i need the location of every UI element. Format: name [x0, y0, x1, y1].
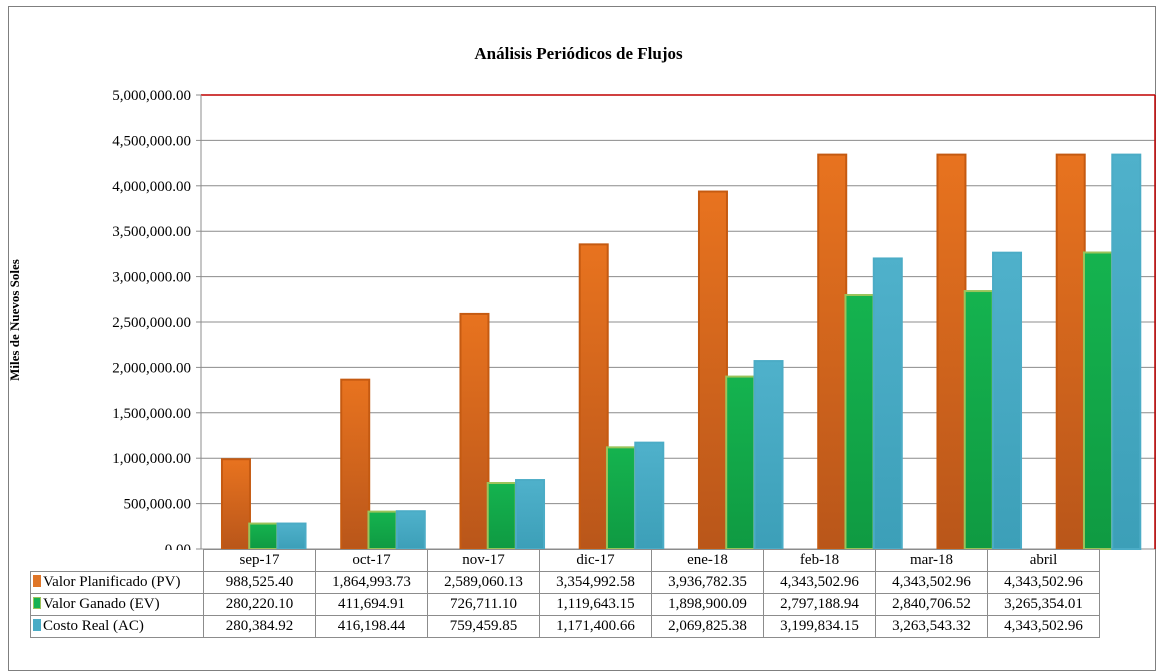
category-label: ene-18: [651, 549, 764, 572]
data-label: 3,354,992.58: [539, 571, 652, 594]
data-label: 4,343,502.96: [987, 571, 1100, 594]
category-label: sep-17: [203, 549, 316, 572]
data-label: 3,265,354.01: [987, 593, 1100, 616]
category-label: nov-17: [427, 549, 540, 572]
data-table: sep-17 oct-17 nov-17 dic-17 ene-18 feb-1…: [30, 549, 1100, 638]
data-label: 759,459.85: [427, 615, 540, 638]
data-label: 4,343,502.96: [763, 571, 876, 594]
legend-entry-ev: Valor Ganado (EV): [30, 593, 204, 616]
data-label: 1,898,900.09: [651, 593, 764, 616]
data-label: 4,343,502.96: [987, 615, 1100, 638]
bar-pv-oct-17: [340, 378, 371, 550]
data-table-row-ev: Valor Ganado (EV) 280,220.10 411,694.91 …: [30, 593, 1100, 616]
data-label: 726,711.10: [427, 593, 540, 616]
legend-label: Valor Planificado (PV): [43, 574, 181, 590]
category-label: feb-18: [763, 549, 876, 572]
bar-pv-feb-18: [817, 153, 848, 550]
data-table-corner: [30, 549, 204, 572]
bar-ev-ene-18: [725, 375, 756, 550]
bar-ev-nov-17: [486, 482, 517, 550]
bar-ac-nov-17: [515, 479, 546, 550]
bar-ac-ene-18: [753, 360, 784, 550]
bar-ev-oct-17: [367, 510, 398, 550]
legend-entry-ac: Costo Real (AC): [30, 615, 204, 638]
data-label: 416,198.44: [315, 615, 428, 638]
category-label: oct-17: [315, 549, 428, 572]
legend-key-pv: [33, 575, 41, 587]
chart-title: Análisis Periódicos de Flujos: [474, 44, 683, 63]
legend-key-ev: [33, 597, 41, 609]
bar-pv-sep-17: [220, 458, 251, 550]
bar-ac-dic-17: [634, 441, 665, 550]
data-label: 2,069,825.38: [651, 615, 764, 638]
bar-pv-dic-17: [578, 243, 609, 550]
y-tick-label: 1,000,000.00: [112, 451, 191, 467]
data-label: 1,171,400.66: [539, 615, 652, 638]
bar-ev-dic-17: [605, 446, 636, 550]
bar-ev-feb-18: [844, 294, 875, 550]
bar-ev-sep-17: [248, 522, 279, 550]
data-label: 2,797,188.94: [763, 593, 876, 616]
bar-pv-abril: [1055, 153, 1086, 550]
y-axis-ticks: 0.00 500,000.00 1,000,000.00 1,500,000.00 2,…: [112, 88, 201, 550]
bar-ac-oct-17: [395, 510, 426, 550]
y-tick-label: 5,000,000.00: [112, 88, 191, 104]
legend-label: Valor Ganado (EV): [43, 596, 160, 612]
data-label: 4,343,502.96: [875, 571, 988, 594]
data-label: 1,864,993.73: [315, 571, 428, 594]
data-label: 280,384.92: [203, 615, 316, 638]
data-label: 2,589,060.13: [427, 571, 540, 594]
legend-label: Costo Real (AC): [43, 618, 144, 634]
data-table-row-pv: Valor Planificado (PV) 988,525.40 1,864,…: [30, 571, 1100, 594]
data-label: 988,525.40: [203, 571, 316, 594]
legend-entry-pv: Valor Planificado (PV): [30, 571, 204, 594]
bar-pv-mar-18: [936, 153, 967, 550]
data-label: 2,840,706.52: [875, 593, 988, 616]
bar-ac-abril: [1111, 153, 1142, 550]
bar-ac-feb-18: [872, 257, 903, 550]
data-label: 3,263,543.32: [875, 615, 988, 638]
y-tick-label: 2,000,000.00: [112, 360, 191, 376]
bar-pv-ene-18: [697, 190, 728, 550]
category-label: mar-18: [875, 549, 988, 572]
y-tick-label: 4,500,000.00: [112, 133, 191, 149]
bar-ac-sep-17: [276, 522, 307, 550]
bar-ac-mar-18: [992, 251, 1023, 550]
data-table-header-row: sep-17 oct-17 nov-17 dic-17 ene-18 feb-1…: [30, 549, 1100, 572]
data-label: 411,694.91: [315, 593, 428, 616]
category-label: dic-17: [539, 549, 652, 572]
data-table-row-ac: Costo Real (AC) 280,384.92 416,198.44 75…: [30, 615, 1100, 638]
y-tick-label: 0.00: [165, 542, 191, 550]
bar-pv-nov-17: [459, 312, 490, 550]
y-tick-label: 500,000.00: [124, 497, 192, 513]
data-label: 1,119,643.15: [539, 593, 652, 616]
data-label: 280,220.10: [203, 593, 316, 616]
bar-chart: 0.00 500,000.00 1,000,000.00 1,500,000.00 2,…: [112, 88, 1156, 550]
bar-ev-abril: [1082, 251, 1113, 550]
y-tick-label: 2,500,000.00: [112, 315, 191, 331]
bar-ev-mar-18: [963, 290, 994, 550]
y-tick-label: 1,500,000.00: [112, 406, 191, 422]
category-label: abril: [987, 549, 1100, 572]
bars: [220, 153, 1142, 550]
y-tick-label: 4,000,000.00: [112, 179, 191, 195]
data-label: 3,936,782.35: [651, 571, 764, 594]
y-tick-label: 3,000,000.00: [112, 270, 191, 286]
data-label: 3,199,834.15: [763, 615, 876, 638]
y-tick-label: 3,500,000.00: [112, 224, 191, 240]
legend-key-ac: [33, 619, 41, 631]
